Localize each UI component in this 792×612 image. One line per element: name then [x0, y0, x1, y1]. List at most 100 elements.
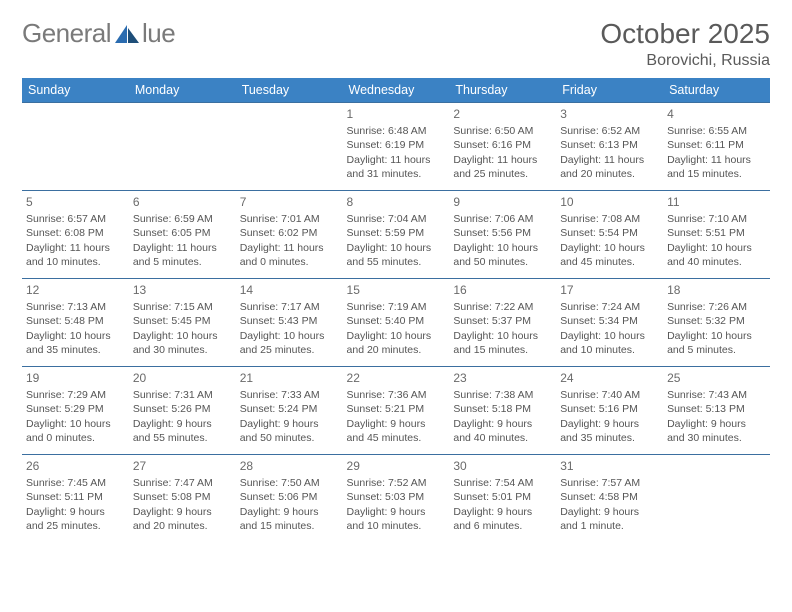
- calendar-cell: 1 Sunrise: 6:48 AMSunset: 6:19 PMDaylight…: [343, 103, 450, 191]
- info-line: and 15 minutes.: [240, 519, 339, 533]
- info-line: Sunset: 6:19 PM: [347, 138, 446, 152]
- day-number: 25: [667, 370, 766, 386]
- calendar-row: 19Sunrise: 7:29 AMSunset: 5:29 PMDayligh…: [22, 367, 770, 455]
- info-line: Daylight: 9 hours: [560, 505, 659, 519]
- day-info: Sunrise: 7:57 AMSunset: 4:58 PMDaylight:…: [560, 476, 659, 533]
- day-info: Sunrise: 6:50 AMSunset: 6:16 PMDaylight:…: [453, 124, 552, 181]
- logo: General lue: [22, 18, 175, 49]
- day-number: 2: [453, 106, 552, 122]
- day-info: Sunrise: 7:31 AMSunset: 5:26 PMDaylight:…: [133, 388, 232, 445]
- info-line: Sunrise: 7:38 AM: [453, 388, 552, 402]
- info-line: and 5 minutes.: [667, 343, 766, 357]
- calendar-cell: 11Sunrise: 7:10 AMSunset: 5:51 PMDayligh…: [663, 191, 770, 279]
- day-info: Sunrise: 7:24 AMSunset: 5:34 PMDaylight:…: [560, 300, 659, 357]
- info-line: and 15 minutes.: [453, 343, 552, 357]
- info-line: Daylight: 10 hours: [453, 241, 552, 255]
- day-info: Sunrise: 7:15 AMSunset: 5:45 PMDaylight:…: [133, 300, 232, 357]
- day-info: Sunrise: 6:57 AMSunset: 6:08 PMDaylight:…: [26, 212, 125, 269]
- info-line: Sunrise: 7:04 AM: [347, 212, 446, 226]
- info-line: and 40 minutes.: [667, 255, 766, 269]
- sail-icon: [113, 23, 141, 45]
- info-line: Sunset: 5:34 PM: [560, 314, 659, 328]
- day-number: 15: [347, 282, 446, 298]
- day-info: Sunrise: 7:01 AMSunset: 6:02 PMDaylight:…: [240, 212, 339, 269]
- info-line: Daylight: 10 hours: [453, 329, 552, 343]
- info-line: and 45 minutes.: [347, 431, 446, 445]
- calendar-cell: 21Sunrise: 7:33 AMSunset: 5:24 PMDayligh…: [236, 367, 343, 455]
- calendar-row: 26 Sunrise: 7:45 AMSunset: 5:11 PMDayligh…: [22, 455, 770, 543]
- info-line: Daylight: 10 hours: [667, 241, 766, 255]
- info-line: Daylight: 9 hours: [133, 505, 232, 519]
- info-line: Daylight: 10 hours: [667, 329, 766, 343]
- info-line: and 20 minutes.: [347, 343, 446, 357]
- day-number: 24: [560, 370, 659, 386]
- day-info: Sunrise: 6:59 AMSunset: 6:05 PMDaylight:…: [133, 212, 232, 269]
- info-line: and 10 minutes.: [560, 343, 659, 357]
- info-line: Sunrise: 7:33 AM: [240, 388, 339, 402]
- calendar-cell: 29Sunrise: 7:52 AMSunset: 5:03 PMDayligh…: [343, 455, 450, 543]
- day-info: Sunrise: 7:50 AMSunset: 5:06 PMDaylight:…: [240, 476, 339, 533]
- info-line: Sunset: 5:13 PM: [667, 402, 766, 416]
- calendar-cell: 25Sunrise: 7:43 AMSunset: 5:13 PMDayligh…: [663, 367, 770, 455]
- calendar-row: 5 Sunrise: 6:57 AMSunset: 6:08 PMDaylight…: [22, 191, 770, 279]
- calendar-cell: 8Sunrise: 7:04 AMSunset: 5:59 PMDaylight…: [343, 191, 450, 279]
- info-line: Sunset: 5:26 PM: [133, 402, 232, 416]
- info-line: Daylight: 11 hours: [26, 241, 125, 255]
- day-info: Sunrise: 7:04 AMSunset: 5:59 PMDaylight:…: [347, 212, 446, 269]
- day-number: 26: [26, 458, 125, 474]
- info-line: Sunset: 5:45 PM: [133, 314, 232, 328]
- day-number: 10: [560, 194, 659, 210]
- info-line: Daylight: 10 hours: [347, 329, 446, 343]
- info-line: Sunrise: 7:47 AM: [133, 476, 232, 490]
- calendar-row: 1 Sunrise: 6:48 AMSunset: 6:19 PMDaylight…: [22, 103, 770, 191]
- info-line: Sunset: 5:21 PM: [347, 402, 446, 416]
- day-number: 1: [347, 106, 446, 122]
- day-info: Sunrise: 6:55 AMSunset: 6:11 PMDaylight:…: [667, 124, 766, 181]
- info-line: Sunrise: 6:50 AM: [453, 124, 552, 138]
- info-line: Sunrise: 7:06 AM: [453, 212, 552, 226]
- day-info: Sunrise: 6:48 AMSunset: 6:19 PMDaylight:…: [347, 124, 446, 181]
- day-info: Sunrise: 7:08 AMSunset: 5:54 PMDaylight:…: [560, 212, 659, 269]
- info-line: Sunrise: 6:52 AM: [560, 124, 659, 138]
- title-block: October 2025 Borovichi, Russia: [600, 18, 770, 70]
- info-line: Daylight: 10 hours: [133, 329, 232, 343]
- info-line: Sunrise: 6:57 AM: [26, 212, 125, 226]
- info-line: Sunrise: 7:31 AM: [133, 388, 232, 402]
- calendar-cell: 10 Sunrise: 7:08 AMSunset: 5:54 PMDayligh…: [556, 191, 663, 279]
- calendar-cell: 2 Sunrise: 6:50 AMSunset: 6:16 PMDaylight…: [449, 103, 556, 191]
- day-info: Sunrise: 7:52 AMSunset: 5:03 PMDaylight:…: [347, 476, 446, 533]
- info-line: Sunset: 5:32 PM: [667, 314, 766, 328]
- info-line: Daylight: 9 hours: [240, 417, 339, 431]
- day-number: 27: [133, 458, 232, 474]
- day-number: 7: [240, 194, 339, 210]
- info-line: Sunrise: 7:10 AM: [667, 212, 766, 226]
- info-line: Sunset: 5:11 PM: [26, 490, 125, 504]
- info-line: and 25 minutes.: [453, 167, 552, 181]
- info-line: Sunrise: 7:36 AM: [347, 388, 446, 402]
- day-number: 12: [26, 282, 125, 298]
- calendar-cell: 6Sunrise: 6:59 AMSunset: 6:05 PMDaylight…: [129, 191, 236, 279]
- info-line: Daylight: 10 hours: [26, 329, 125, 343]
- info-line: and 20 minutes.: [560, 167, 659, 181]
- info-line: Sunrise: 6:55 AM: [667, 124, 766, 138]
- day-number: 5: [26, 194, 125, 210]
- info-line: Sunset: 5:56 PM: [453, 226, 552, 240]
- day-number: 16: [453, 282, 552, 298]
- info-line: and 0 minutes.: [26, 431, 125, 445]
- day-number: 13: [133, 282, 232, 298]
- info-line: Sunrise: 7:57 AM: [560, 476, 659, 490]
- info-line: and 55 minutes.: [347, 255, 446, 269]
- info-line: Daylight: 9 hours: [347, 505, 446, 519]
- day-info: Sunrise: 7:06 AMSunset: 5:56 PMDaylight:…: [453, 212, 552, 269]
- info-line: and 0 minutes.: [240, 255, 339, 269]
- info-line: Sunset: 5:18 PM: [453, 402, 552, 416]
- calendar-cell: 22Sunrise: 7:36 AMSunset: 5:21 PMDayligh…: [343, 367, 450, 455]
- day-info: Sunrise: 7:13 AMSunset: 5:48 PMDaylight:…: [26, 300, 125, 357]
- info-line: Sunset: 6:11 PM: [667, 138, 766, 152]
- day-info: Sunrise: 7:36 AMSunset: 5:21 PMDaylight:…: [347, 388, 446, 445]
- info-line: and 5 minutes.: [133, 255, 232, 269]
- info-line: Daylight: 9 hours: [133, 417, 232, 431]
- day-info: Sunrise: 7:45 AMSunset: 5:11 PMDaylight:…: [26, 476, 125, 533]
- info-line: Daylight: 9 hours: [453, 417, 552, 431]
- day-number: 28: [240, 458, 339, 474]
